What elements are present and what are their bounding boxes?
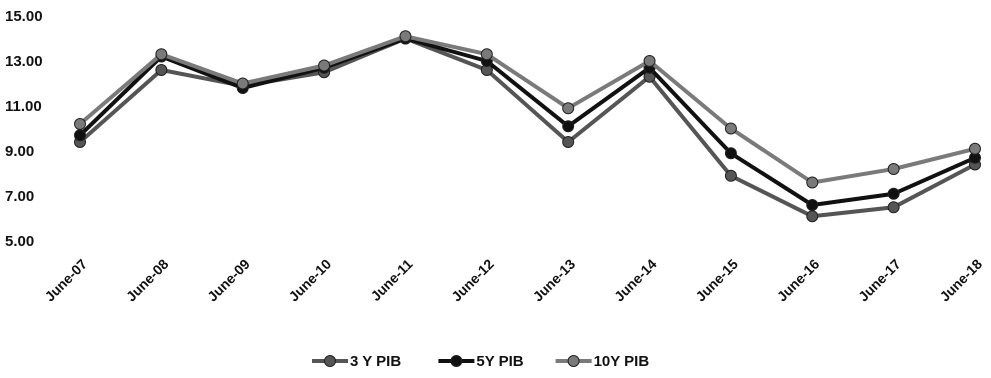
- data-point: [74, 129, 86, 142]
- x-tick-label: June-11: [367, 256, 415, 304]
- data-point: [887, 163, 900, 175]
- legend-swatch-marker: [567, 355, 580, 367]
- y-tick-label: 11.00: [5, 98, 42, 115]
- data-point: [562, 136, 575, 148]
- x-tick-label: June-16: [774, 256, 823, 305]
- x-tick-label: June-07: [41, 256, 90, 305]
- legend-label: 5Y PIB: [476, 353, 523, 370]
- x-tick-label: June-09: [204, 256, 253, 305]
- legend-label: 3 Y PIB: [350, 353, 401, 370]
- y-tick-label: 7.00: [5, 188, 34, 205]
- data-point: [480, 48, 493, 61]
- series-10y-pib: [74, 30, 981, 189]
- legend: 3 Y PIB 5Y PIB 10Y PIB: [312, 353, 649, 370]
- series-5y-pib: [74, 32, 981, 211]
- data-point: [887, 187, 900, 200]
- y-tick-label: 15.00: [5, 8, 43, 25]
- series-line: [78, 36, 977, 207]
- data-point: [806, 210, 819, 223]
- legend-swatch-marker: [324, 355, 336, 367]
- y-tick-label: 5.00: [5, 233, 34, 250]
- data-point: [724, 147, 737, 160]
- data-point: [562, 102, 575, 115]
- x-tick-label: June-14: [611, 256, 660, 305]
- data-point: [74, 118, 86, 130]
- legend-item-5y-pib: 5Y PIB: [438, 353, 524, 370]
- data-point: [399, 30, 412, 43]
- data-point: [806, 176, 819, 189]
- data-point: [887, 201, 900, 214]
- x-tick-label: June-08: [123, 256, 172, 305]
- legend-item-3-y-pib: 3 Y PIB: [312, 353, 401, 370]
- x-tick-label: June-17: [855, 256, 904, 305]
- x-axis: June-07 June-08 June-09 June-10 June-11 June-…: [41, 256, 985, 305]
- data-point: [724, 169, 737, 182]
- data-point: [562, 120, 575, 133]
- y-tick-label: 9.00: [5, 143, 34, 160]
- series-3-y-pib: [74, 32, 981, 223]
- x-tick-label: June-18: [936, 256, 985, 305]
- x-tick-label: June-10: [285, 256, 334, 305]
- series-line: [78, 36, 977, 219]
- legend-label: 10Y PIB: [594, 353, 650, 370]
- data-point: [155, 48, 168, 61]
- x-tick-label: June-12: [448, 256, 497, 305]
- data-point: [806, 199, 819, 211]
- x-tick-label: June-13: [530, 256, 579, 305]
- data-point: [969, 142, 981, 155]
- legend-swatch-marker: [450, 355, 463, 367]
- data-point: [724, 122, 737, 135]
- y-axis: 5.00 7.00 9.00 11.00 13.00 15.00: [5, 8, 43, 250]
- y-tick-label: 13.00: [5, 53, 43, 70]
- data-point: [236, 77, 249, 90]
- data-point: [155, 64, 168, 76]
- series-line: [78, 34, 977, 185]
- data-point: [643, 55, 656, 67]
- x-tick-label: June-15: [692, 256, 741, 305]
- legend-item-10y-pib: 10Y PIB: [555, 353, 650, 370]
- series-lines: [74, 30, 981, 223]
- data-point: [318, 59, 331, 72]
